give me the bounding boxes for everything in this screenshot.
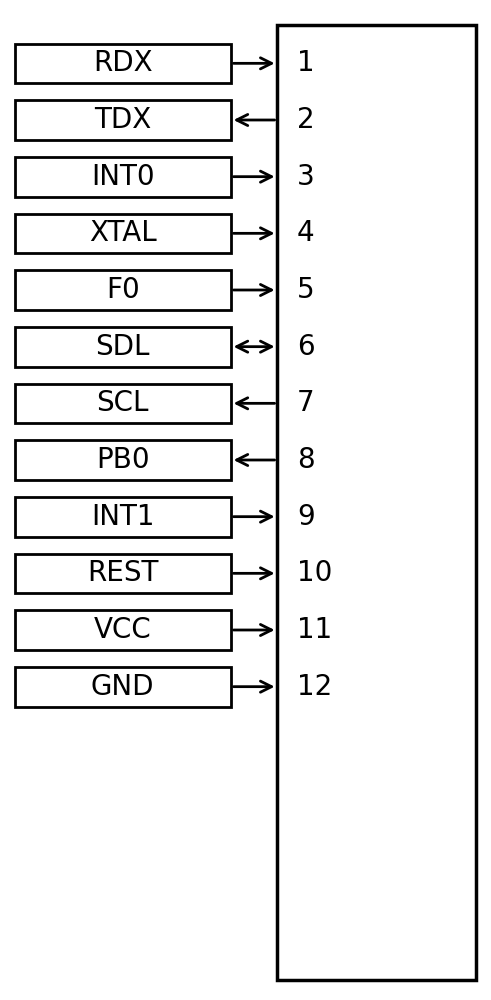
Text: 12: 12 — [297, 673, 332, 701]
Text: XTAL: XTAL — [89, 219, 157, 247]
Text: INT0: INT0 — [91, 163, 155, 191]
Text: SDL: SDL — [96, 333, 150, 361]
Bar — [15, 497, 231, 536]
Text: 10: 10 — [297, 559, 332, 587]
Text: 6: 6 — [297, 333, 315, 361]
Text: TDX: TDX — [94, 106, 151, 134]
Text: INT1: INT1 — [91, 503, 155, 531]
Bar — [15, 440, 231, 480]
Bar — [15, 327, 231, 366]
Text: 4: 4 — [297, 219, 315, 247]
Bar — [15, 384, 231, 423]
Text: F0: F0 — [106, 276, 139, 304]
Text: 11: 11 — [297, 616, 332, 644]
Text: 2: 2 — [297, 106, 315, 134]
Bar — [277, 25, 476, 980]
Bar — [15, 667, 231, 706]
Text: SCL: SCL — [97, 389, 149, 417]
Text: VCC: VCC — [94, 616, 152, 644]
Bar — [15, 214, 231, 253]
Text: 3: 3 — [297, 163, 315, 191]
Text: RDX: RDX — [93, 49, 153, 77]
Text: 8: 8 — [297, 446, 315, 474]
Text: REST: REST — [87, 559, 159, 587]
Bar — [15, 100, 231, 140]
Bar — [15, 610, 231, 650]
Text: 1: 1 — [297, 49, 315, 77]
Text: GND: GND — [91, 673, 155, 701]
Bar — [15, 157, 231, 197]
Bar — [15, 44, 231, 83]
Text: 5: 5 — [297, 276, 315, 304]
Text: 9: 9 — [297, 503, 315, 531]
Text: PB0: PB0 — [96, 446, 150, 474]
Bar — [15, 270, 231, 310]
Text: 7: 7 — [297, 389, 315, 417]
Bar — [15, 554, 231, 593]
